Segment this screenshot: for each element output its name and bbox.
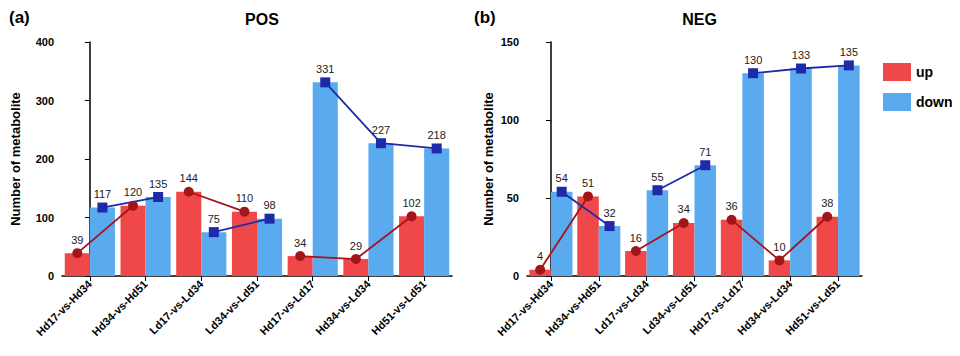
svg-text:34: 34 <box>294 237 306 249</box>
svg-text:4: 4 <box>537 250 543 262</box>
svg-text:(b): (b) <box>474 8 496 27</box>
svg-text:Ld34-vs-Ld51: Ld34-vs-Ld51 <box>640 277 699 337</box>
svg-text:16: 16 <box>630 232 642 244</box>
svg-text:117: 117 <box>94 188 112 200</box>
svg-text:54: 54 <box>556 172 568 184</box>
svg-text:71: 71 <box>699 146 711 158</box>
svg-text:Hd34-vs-Ld34: Hd34-vs-Ld34 <box>313 277 373 337</box>
svg-text:29: 29 <box>350 240 362 252</box>
svg-text:Ld34-vs-Ld51: Ld34-vs-Ld51 <box>203 278 262 337</box>
svg-text:POS: POS <box>245 11 279 28</box>
svg-text:Hd17-vs-Hd34: Hd17-vs-Hd34 <box>494 277 556 338</box>
svg-text:110: 110 <box>236 192 254 204</box>
svg-text:200: 200 <box>36 153 54 165</box>
svg-text:75: 75 <box>208 213 220 225</box>
svg-text:227: 227 <box>372 124 390 136</box>
svg-text:Ld17-vs-Ld34: Ld17-vs-Ld34 <box>147 277 206 336</box>
svg-text:98: 98 <box>263 199 275 211</box>
svg-text:150: 150 <box>501 36 519 48</box>
svg-text:135: 135 <box>840 46 858 58</box>
svg-text:300: 300 <box>36 95 54 107</box>
svg-text:Hd34-vs-Ld34: Hd34-vs-Ld34 <box>735 277 795 338</box>
svg-text:400: 400 <box>36 36 54 48</box>
svg-text:102: 102 <box>402 197 420 209</box>
svg-text:331: 331 <box>316 63 334 75</box>
svg-text:32: 32 <box>603 207 615 219</box>
svg-text:130: 130 <box>744 54 762 66</box>
svg-text:Hd17-vs-Hd34: Hd17-vs-Hd34 <box>34 277 95 338</box>
svg-text:133: 133 <box>792 49 810 61</box>
svg-text:(a): (a) <box>9 8 30 27</box>
svg-text:NEG: NEG <box>682 11 717 28</box>
svg-text:Hd17-vs-Ld17: Hd17-vs-Ld17 <box>687 277 747 338</box>
svg-text:Hd51-vs-Ld51: Hd51-vs-Ld51 <box>369 278 428 337</box>
svg-text:51: 51 <box>582 177 594 189</box>
svg-text:100: 100 <box>501 114 519 126</box>
svg-text:38: 38 <box>821 197 833 209</box>
svg-text:Ld17-vs-Ld34: Ld17-vs-Ld34 <box>592 277 651 337</box>
svg-text:144: 144 <box>180 172 198 184</box>
svg-text:Number of metabolite: Number of metabolite <box>481 92 496 226</box>
svg-text:55: 55 <box>651 171 663 183</box>
svg-text:10: 10 <box>773 241 785 253</box>
svg-text:Hd34-vs-Hd51: Hd34-vs-Hd51 <box>542 277 603 338</box>
svg-text:0: 0 <box>48 270 54 282</box>
svg-text:39: 39 <box>71 234 83 246</box>
svg-text:down: down <box>916 94 953 110</box>
svg-text:0: 0 <box>513 270 519 282</box>
svg-text:Hd34-vs-Hd51: Hd34-vs-Hd51 <box>90 278 150 338</box>
svg-text:135: 135 <box>149 178 167 190</box>
svg-text:34: 34 <box>678 203 690 215</box>
svg-text:up: up <box>916 64 933 80</box>
svg-text:120: 120 <box>124 186 142 198</box>
svg-text:Hd17-vs-Ld17: Hd17-vs-Ld17 <box>258 278 317 337</box>
svg-text:218: 218 <box>427 129 445 141</box>
svg-text:100: 100 <box>36 212 54 224</box>
svg-text:Hd51-vs-Ld51: Hd51-vs-Ld51 <box>783 278 842 337</box>
svg-text:36: 36 <box>725 200 737 212</box>
svg-text:Number of metabolite: Number of metabolite <box>8 92 23 226</box>
svg-text:50: 50 <box>507 192 519 204</box>
